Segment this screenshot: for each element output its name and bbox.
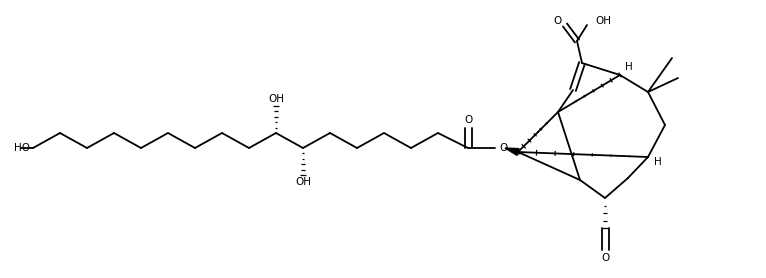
Text: H: H: [625, 62, 633, 72]
Text: O: O: [499, 143, 507, 153]
Text: H: H: [654, 157, 662, 167]
Text: OH: OH: [268, 94, 284, 104]
Text: O: O: [601, 253, 609, 263]
Text: OH: OH: [595, 16, 611, 26]
Text: OH: OH: [295, 177, 311, 187]
Polygon shape: [505, 148, 519, 155]
Text: O: O: [553, 16, 561, 26]
Text: O: O: [464, 115, 472, 125]
Text: HO: HO: [14, 143, 30, 153]
